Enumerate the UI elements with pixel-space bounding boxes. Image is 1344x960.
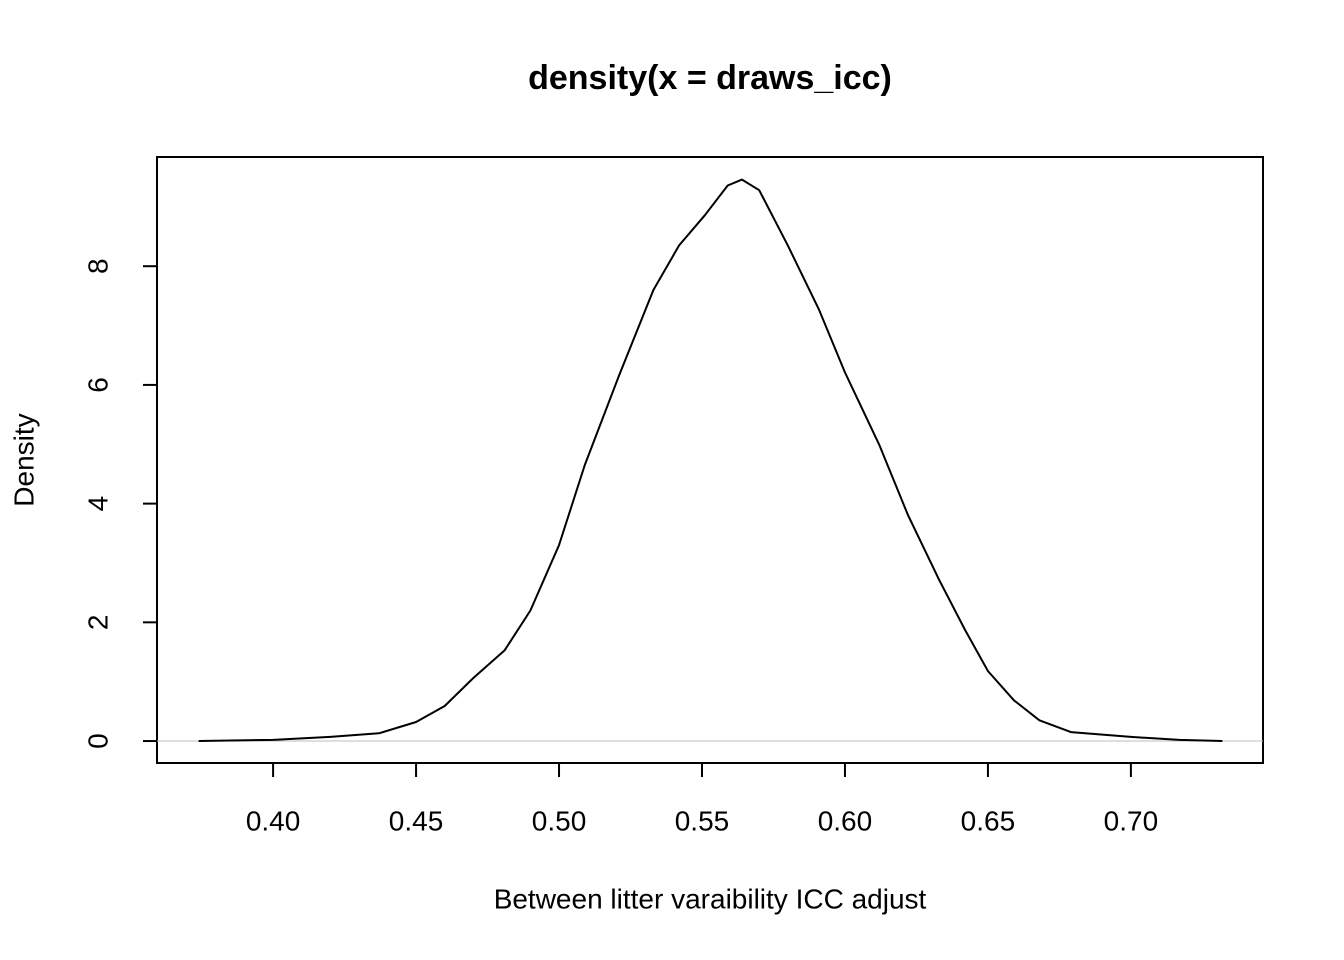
x-axis-label: Between litter varaibility ICC adjust	[494, 883, 927, 914]
y-tick-label: 8	[82, 258, 113, 274]
y-tick-label: 6	[82, 377, 113, 393]
x-tick-label: 0.60	[818, 805, 873, 836]
y-tick-label: 2	[82, 615, 113, 631]
chart-title: density(x = draws_icc)	[528, 59, 892, 97]
y-tick-label: 4	[82, 496, 113, 512]
x-tick-label: 0.70	[1104, 805, 1159, 836]
plot-box	[156, 156, 1264, 764]
density-line	[198, 178, 1223, 742]
x-tick-label: 0.40	[246, 805, 301, 836]
x-tick-label: 0.50	[532, 805, 587, 836]
x-tick-label: 0.65	[961, 805, 1016, 836]
x-tick-label: 0.55	[675, 805, 730, 836]
y-axis-label: Density	[8, 413, 39, 506]
y-tick-label: 0	[82, 733, 113, 749]
x-tick-label: 0.45	[389, 805, 444, 836]
